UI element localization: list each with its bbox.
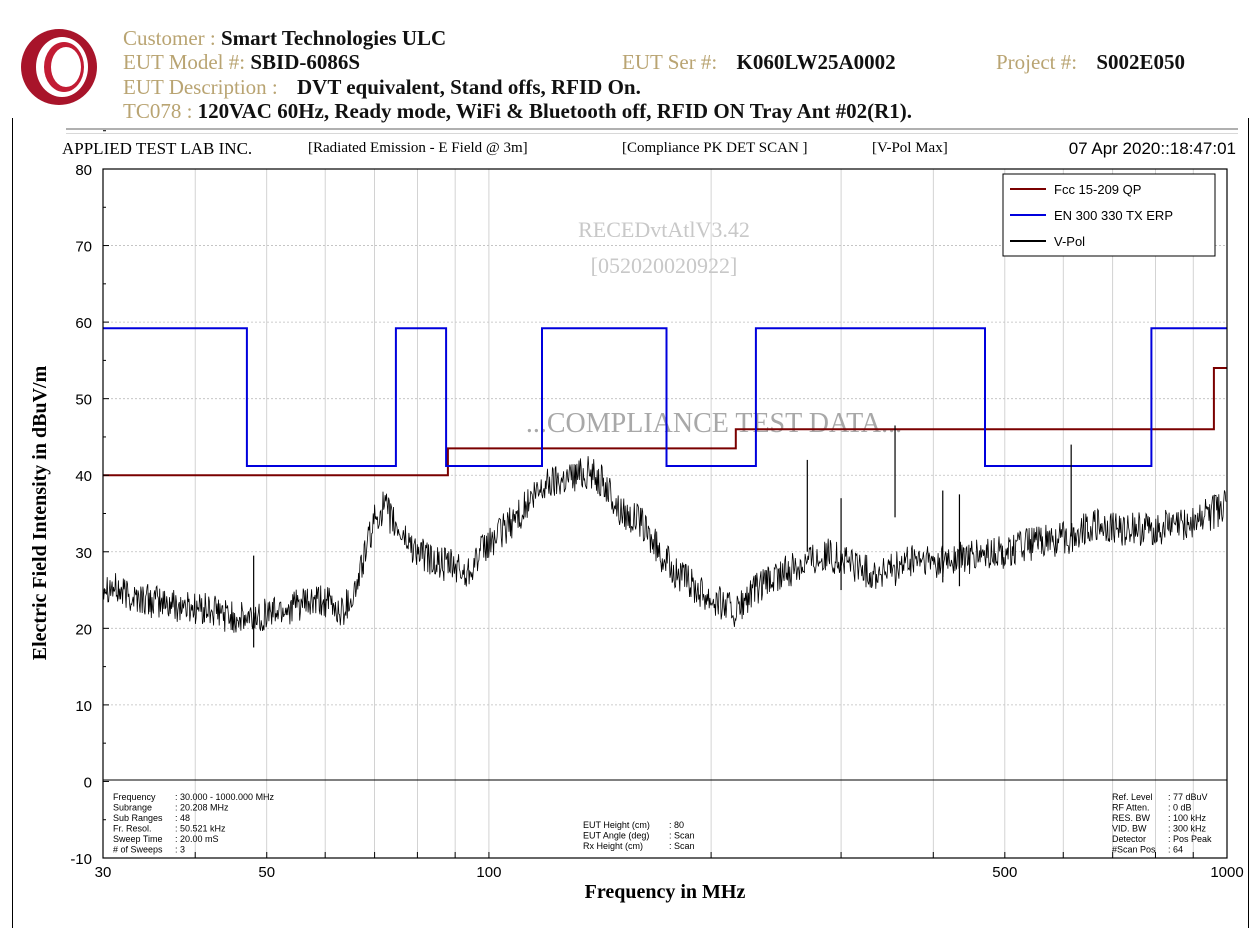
info-mid-label: EUT Height (cm) (583, 820, 650, 830)
page-border-right (1248, 118, 1249, 928)
lab-name: APPLIED TEST LAB INC. (62, 139, 252, 158)
info-left-value: : 20.208 MHz (175, 803, 229, 813)
customer-label: Customer : (123, 26, 216, 50)
model-row: EUT Model #: SBID-6086S (123, 50, 360, 75)
info-right-value: : 100 kHz (1168, 813, 1207, 823)
limit-line-1 (103, 327, 1227, 467)
info-left-value: : 30.000 - 1000.000 MHz (175, 792, 275, 802)
serial-value: K060LW25A0002 (736, 50, 896, 74)
info-left-value: : 48 (175, 813, 190, 823)
description-row: EUT Description : DVT equivalent, Stand … (123, 75, 641, 100)
watermark-compliance: ...COMPLIANCE TEST DATA... (526, 408, 902, 439)
legend: Fcc 15-209 QP EN 300 330 TX ERP V-Pol (1002, 173, 1216, 257)
model-label: EUT Model #: (123, 50, 246, 74)
info-right-label: VID. BW (1112, 824, 1147, 834)
y-tick-label: 40 (75, 468, 92, 485)
x-tick-label: 30 (95, 864, 112, 881)
info-right-value: : Pos Peak (1168, 834, 1212, 844)
y-tick-label: 0 (84, 774, 92, 791)
series-group (102, 327, 1227, 648)
report-header: Customer : Smart Technologies ULC EUT Mo… (0, 0, 1255, 170)
info-mid-value: : Scan (669, 831, 695, 841)
legend-label: EN 300 330 TX ERP (1054, 208, 1173, 223)
info-right-label: #Scan Pos (1112, 845, 1156, 855)
y-tick-label: -10 (70, 851, 92, 868)
legend-label: Fcc 15-209 QP (1054, 182, 1141, 197)
info-left-label: Fr. Resol. (113, 824, 152, 834)
customer-row: Customer : Smart Technologies ULC (123, 26, 446, 51)
testcase-label: TC078 : (123, 99, 193, 123)
info-right-label: Ref. Level (1112, 792, 1153, 802)
info-right-value: : 64 (1168, 845, 1183, 855)
info-left-value: : 50.521 kHz (175, 824, 226, 834)
testcase-row: TC078 : 120VAC 60Hz, Ready mode, WiFi & … (123, 99, 912, 124)
info-right-value: : 77 dBuV (1168, 792, 1208, 802)
y-axis-label: Electric Field Intensity in dBuV/m (29, 365, 51, 660)
watermark-version: RECEDvtAtlV3.42 (578, 217, 750, 242)
y-tick-label: 80 (75, 162, 92, 179)
info-right-label: RF Atten. (1112, 803, 1150, 813)
y-tick-label: 50 (75, 392, 92, 409)
x-tick-label: 100 (476, 864, 501, 881)
page-border-left (12, 118, 13, 928)
serial-label: EUT Ser #: (622, 50, 718, 74)
info-left-label: Sub Ranges (113, 813, 163, 823)
y-tick-label: 10 (75, 698, 92, 715)
info-right-label: RES. BW (1112, 813, 1151, 823)
grid-lines (103, 169, 1227, 858)
legend-label: V-Pol (1054, 234, 1085, 249)
info-left-label: Frequency (113, 792, 156, 802)
axis-ticks: -10 0 10 20 30 40 50 60 70 80 30 50 100 500 1000 (70, 130, 1244, 881)
x-tick-label: 500 (992, 864, 1017, 881)
limit-line-0 (103, 367, 1227, 477)
header-divider (66, 128, 1238, 134)
info-mid-value: : 80 (669, 820, 684, 830)
customer-value: Smart Technologies ULC (221, 26, 447, 50)
scan-type: [Compliance PK DET SCAN ] (622, 140, 808, 156)
y-tick-label: 20 (75, 621, 92, 638)
polarization: [V-Pol Max] (872, 140, 948, 156)
x-tick-label: 1000 (1210, 864, 1243, 881)
info-left-value: : 20.00 mS (175, 834, 219, 844)
info-right-value: : 0 dB (1168, 803, 1192, 813)
description-label: EUT Description : (123, 75, 278, 99)
test-type: [Radiated Emission - E Field @ 3m] (308, 140, 528, 156)
instrument-settings: Frequency : 30.000 - 1000.000 MHz Subrange… (113, 792, 1212, 855)
project-value: S002E050 (1096, 50, 1186, 74)
info-right-label: Detector (1112, 834, 1146, 844)
lab-logo-icon (21, 29, 97, 105)
project-row: Project #: S002E050 (996, 50, 1185, 75)
info-left-value: : 3 (175, 845, 185, 855)
y-tick-label: 30 (75, 545, 92, 562)
serial-row: EUT Ser #: K060LW25A0002 (622, 50, 896, 75)
x-tick-label: 50 (258, 864, 275, 881)
date-time: 07 Apr 2020::18:47:01 (1069, 139, 1236, 158)
info-mid-label: EUT Angle (deg) (583, 831, 649, 841)
model-value: SBID-6086S (250, 50, 361, 74)
info-left-label: # of Sweeps (113, 845, 163, 855)
watermark-id: [052020020922] (591, 253, 738, 278)
info-left-label: Subrange (113, 803, 152, 813)
project-label: Project #: (996, 50, 1078, 74)
info-left-label: Sweep Time (113, 834, 163, 844)
info-mid-label: Rx Height (cm) (583, 841, 643, 851)
y-tick-label: 70 (75, 239, 92, 256)
measured-trace (102, 456, 1227, 633)
testcase-value: 120VAC 60Hz, Ready mode, WiFi & Bluetoot… (197, 99, 913, 123)
y-tick-label: 60 (75, 315, 92, 332)
x-axis-label: Frequency in MHz (585, 881, 746, 903)
description-value: DVT equivalent, Stand offs, RFID On. (297, 75, 641, 99)
info-right-value: : 300 kHz (1168, 824, 1207, 834)
info-mid-value: : Scan (669, 841, 695, 851)
